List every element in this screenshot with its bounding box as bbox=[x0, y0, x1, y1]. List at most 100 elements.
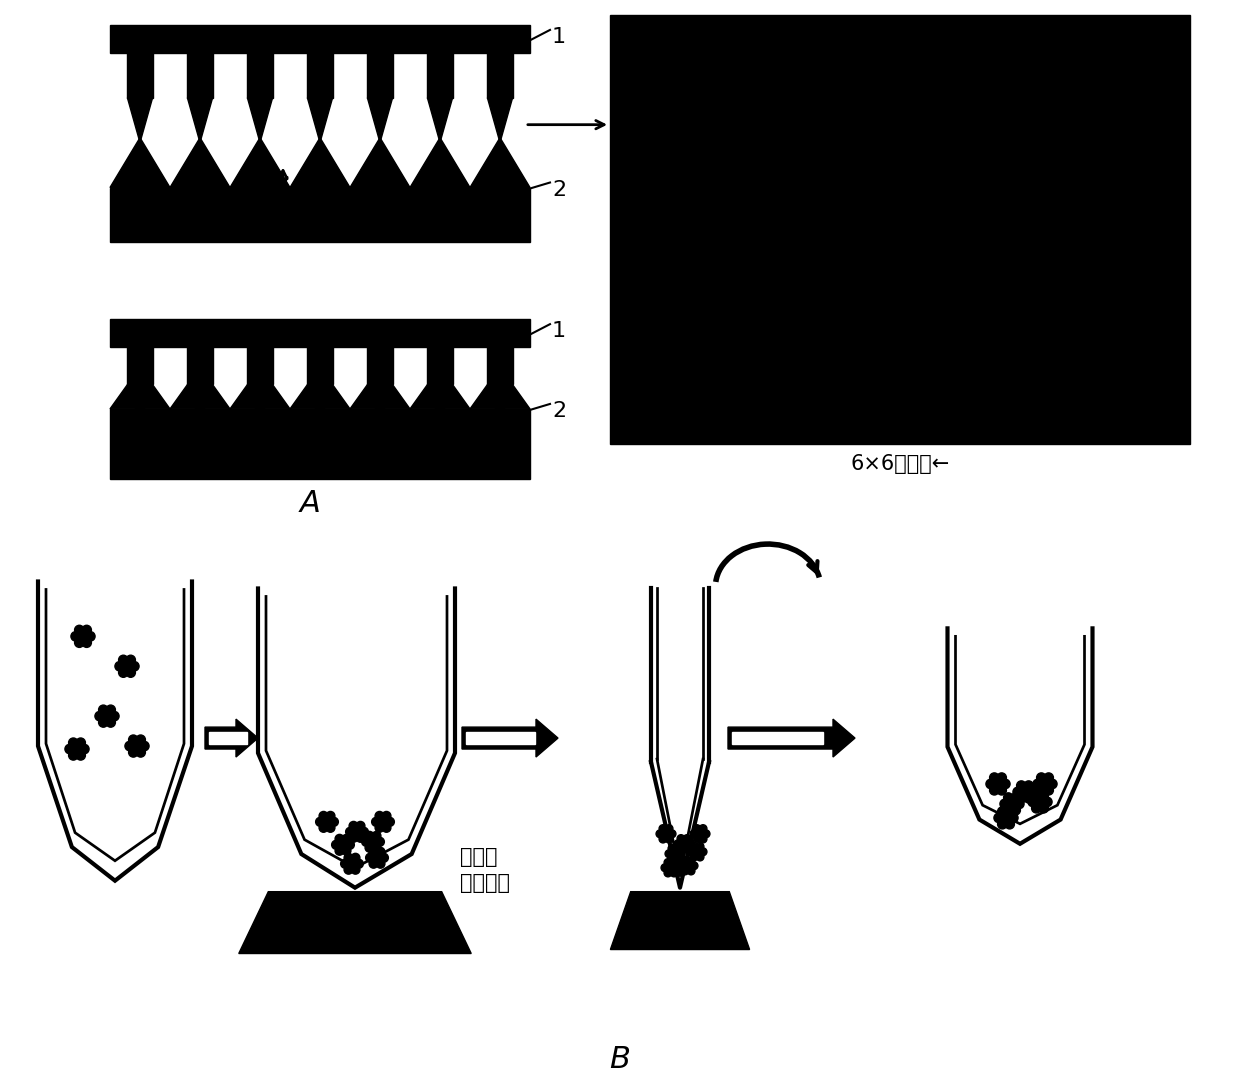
Circle shape bbox=[668, 845, 676, 853]
Bar bbox=[187, 347, 212, 384]
Circle shape bbox=[1003, 805, 1013, 815]
Circle shape bbox=[1004, 819, 1014, 829]
Circle shape bbox=[331, 841, 341, 849]
Circle shape bbox=[1014, 800, 1024, 808]
Circle shape bbox=[696, 843, 704, 850]
Polygon shape bbox=[170, 367, 229, 409]
Polygon shape bbox=[308, 97, 332, 143]
Circle shape bbox=[665, 869, 672, 876]
Text: 1: 1 bbox=[552, 27, 567, 47]
Bar bbox=[248, 53, 273, 97]
Circle shape bbox=[374, 823, 384, 832]
Bar bbox=[248, 347, 273, 384]
Circle shape bbox=[366, 854, 374, 862]
Text: B: B bbox=[610, 1045, 630, 1074]
Circle shape bbox=[681, 867, 689, 875]
Circle shape bbox=[342, 834, 351, 843]
Circle shape bbox=[382, 812, 391, 820]
Bar bbox=[110, 25, 529, 53]
Circle shape bbox=[123, 661, 131, 671]
Text: 6×6微阵列←: 6×6微阵列← bbox=[851, 453, 950, 474]
Circle shape bbox=[379, 854, 388, 862]
Circle shape bbox=[356, 833, 365, 842]
Bar bbox=[487, 53, 512, 97]
Circle shape bbox=[335, 834, 343, 843]
Circle shape bbox=[686, 840, 694, 847]
Circle shape bbox=[365, 831, 374, 841]
Circle shape bbox=[667, 863, 675, 872]
Circle shape bbox=[687, 848, 694, 856]
Bar bbox=[428, 347, 453, 384]
Polygon shape bbox=[428, 97, 453, 143]
Circle shape bbox=[1013, 788, 1023, 796]
Circle shape bbox=[699, 848, 707, 856]
Circle shape bbox=[680, 840, 688, 847]
Circle shape bbox=[346, 828, 355, 836]
Circle shape bbox=[999, 800, 1009, 808]
Polygon shape bbox=[110, 137, 170, 187]
Polygon shape bbox=[128, 384, 153, 422]
Circle shape bbox=[343, 866, 353, 874]
Circle shape bbox=[79, 744, 89, 754]
Circle shape bbox=[355, 859, 363, 868]
Circle shape bbox=[119, 656, 128, 664]
Circle shape bbox=[370, 847, 378, 856]
Circle shape bbox=[1001, 813, 1011, 822]
Circle shape bbox=[683, 834, 691, 843]
Circle shape bbox=[1048, 779, 1056, 789]
Circle shape bbox=[693, 848, 701, 856]
Circle shape bbox=[665, 859, 672, 867]
Circle shape bbox=[656, 830, 663, 837]
Polygon shape bbox=[487, 97, 512, 143]
Circle shape bbox=[668, 830, 676, 837]
Circle shape bbox=[1039, 791, 1048, 801]
Circle shape bbox=[342, 846, 351, 855]
Circle shape bbox=[136, 748, 145, 757]
Polygon shape bbox=[487, 384, 512, 422]
Circle shape bbox=[1032, 791, 1042, 801]
Circle shape bbox=[1035, 797, 1045, 807]
Circle shape bbox=[1017, 781, 1027, 790]
Polygon shape bbox=[187, 97, 212, 143]
Bar bbox=[128, 347, 153, 384]
Circle shape bbox=[665, 835, 673, 843]
Polygon shape bbox=[170, 137, 229, 187]
Circle shape bbox=[681, 857, 689, 865]
Circle shape bbox=[693, 835, 701, 843]
Circle shape bbox=[76, 738, 86, 748]
Bar bbox=[428, 53, 453, 97]
Text: 离合式
外接磁場: 离合式 外接磁場 bbox=[460, 846, 510, 893]
Circle shape bbox=[1044, 773, 1054, 782]
Circle shape bbox=[105, 705, 115, 714]
Bar bbox=[308, 347, 332, 384]
Circle shape bbox=[677, 845, 684, 853]
Circle shape bbox=[351, 854, 360, 862]
Circle shape bbox=[689, 830, 698, 837]
Circle shape bbox=[350, 833, 358, 842]
Circle shape bbox=[365, 843, 374, 853]
Circle shape bbox=[360, 828, 368, 836]
Circle shape bbox=[109, 711, 119, 721]
Polygon shape bbox=[410, 367, 470, 409]
Bar bbox=[367, 53, 393, 97]
Circle shape bbox=[368, 837, 377, 846]
Circle shape bbox=[699, 824, 707, 832]
Circle shape bbox=[684, 862, 692, 870]
Polygon shape bbox=[428, 384, 453, 422]
Circle shape bbox=[668, 855, 676, 862]
Circle shape bbox=[68, 751, 78, 760]
Circle shape bbox=[82, 625, 92, 635]
Circle shape bbox=[693, 824, 701, 832]
Bar bbox=[128, 53, 153, 97]
Circle shape bbox=[119, 668, 128, 677]
Polygon shape bbox=[128, 97, 153, 143]
Circle shape bbox=[95, 711, 104, 721]
Text: 1: 1 bbox=[552, 321, 567, 341]
Circle shape bbox=[341, 859, 350, 868]
Polygon shape bbox=[110, 367, 170, 409]
Text: 2: 2 bbox=[552, 180, 567, 199]
Bar bbox=[187, 53, 212, 97]
Circle shape bbox=[678, 862, 686, 870]
Circle shape bbox=[372, 817, 381, 827]
Circle shape bbox=[350, 821, 358, 830]
